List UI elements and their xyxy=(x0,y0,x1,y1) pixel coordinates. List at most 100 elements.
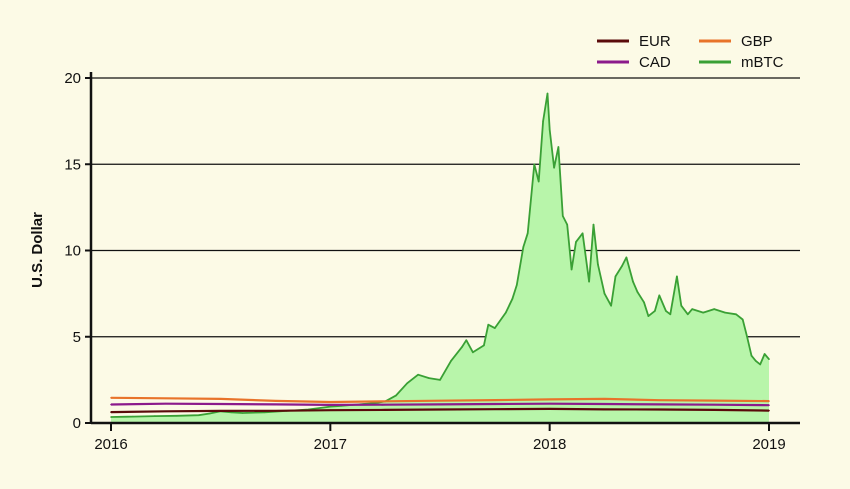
data-point-mbtc xyxy=(647,315,650,317)
data-point-mbtc xyxy=(562,215,564,217)
data-point-eur xyxy=(768,409,770,412)
data-point-cad xyxy=(713,403,715,406)
data-point-cad xyxy=(439,403,441,406)
series-group xyxy=(110,92,770,423)
data-point-mbtc xyxy=(505,311,507,314)
legend: EUR GBP CAD mBTC xyxy=(597,33,784,71)
data-point-mbtc xyxy=(597,263,599,266)
data-point-mbtc xyxy=(542,120,544,122)
data-point-mbtc xyxy=(680,304,683,307)
data-point-mbtc xyxy=(676,275,678,278)
y-tick-label: 20 xyxy=(64,70,81,87)
data-point-mbtc xyxy=(197,414,200,417)
data-point-mbtc xyxy=(621,265,623,267)
data-point-mbtc xyxy=(724,311,726,314)
data-point-mbtc xyxy=(755,360,757,362)
data-point-eur xyxy=(713,409,715,411)
data-point-gbp xyxy=(713,399,715,402)
data-point-mbtc xyxy=(557,146,560,148)
data-point-mbtc xyxy=(581,232,584,235)
data-point-eur xyxy=(494,408,496,411)
data-point-gbp xyxy=(329,401,332,403)
data-point-cad xyxy=(165,402,167,405)
axes xyxy=(89,72,800,425)
data-point-mbtc xyxy=(439,379,441,381)
data-point-eur xyxy=(329,409,332,412)
data-point-mbtc xyxy=(603,292,606,295)
y-tick-label: 0 xyxy=(73,415,81,432)
data-point-eur xyxy=(384,409,387,411)
data-point-cad xyxy=(329,404,332,406)
data-point-mbtc xyxy=(208,412,211,415)
data-point-mbtc xyxy=(548,129,551,131)
data-point-gbp xyxy=(439,399,441,402)
data-point-mbtc xyxy=(553,166,555,169)
data-point-mbtc xyxy=(658,294,661,297)
data-point-mbtc xyxy=(636,291,639,293)
data-point-mbtc xyxy=(687,313,689,316)
data-point-mbtc xyxy=(588,280,590,283)
data-point-mbtc xyxy=(329,405,332,408)
data-point-mbtc xyxy=(487,323,490,326)
data-point-eur xyxy=(274,410,277,412)
data-point-mbtc xyxy=(154,415,156,417)
x-tick-label: 2016 xyxy=(94,436,127,453)
data-point-mbtc xyxy=(746,336,748,338)
gridlines xyxy=(91,77,800,338)
data-point-mbtc xyxy=(526,232,529,235)
data-point-gbp xyxy=(494,399,496,401)
data-point-mbtc xyxy=(654,310,656,312)
data-point-gbp xyxy=(274,400,277,402)
data-point-gbp xyxy=(603,398,606,400)
y-tick-label: 10 xyxy=(64,243,81,260)
data-point-cad xyxy=(768,404,770,407)
legend-label-eur: EUR xyxy=(639,33,671,50)
data-point-gbp xyxy=(548,398,551,401)
legend-label-cad: CAD xyxy=(639,54,671,71)
data-point-mbtc xyxy=(465,339,468,342)
data-point-mbtc xyxy=(533,163,536,166)
data-point-mbtc xyxy=(450,360,452,362)
data-point-mbtc xyxy=(669,313,672,316)
data-point-mbtc xyxy=(483,344,485,347)
data-point-mbtc xyxy=(570,268,573,271)
data-point-mbtc xyxy=(132,415,134,418)
data-point-mbtc xyxy=(768,358,770,361)
data-point-mbtc xyxy=(494,327,496,329)
y-tick-label: 5 xyxy=(73,329,81,346)
data-point-mbtc xyxy=(750,354,753,357)
data-point-mbtc xyxy=(522,246,525,248)
data-point-eur xyxy=(548,408,551,410)
data-point-mbtc xyxy=(632,280,634,283)
data-point-cad xyxy=(219,403,222,405)
data-point-mbtc xyxy=(241,412,244,414)
data-point-gbp xyxy=(658,399,661,402)
y-tick-label: 15 xyxy=(64,156,81,173)
data-point-mbtc xyxy=(461,346,463,348)
y-ticks: 0 5 10 15 20 xyxy=(64,70,91,432)
data-point-eur xyxy=(165,410,167,413)
data-point-eur xyxy=(219,410,222,412)
data-point-mbtc xyxy=(735,313,737,316)
legend-item-cad: CAD xyxy=(597,54,671,71)
legend-item-eur: EUR xyxy=(597,33,671,50)
data-point-mbtc xyxy=(428,377,430,379)
data-point-cad xyxy=(603,403,606,405)
data-point-mbtc xyxy=(759,363,761,366)
data-point-mbtc xyxy=(537,180,540,183)
data-point-mbtc xyxy=(741,318,744,321)
legend-label-mbtc: mBTC xyxy=(741,54,784,71)
x-tick-label: 2018 xyxy=(533,436,566,453)
data-point-mbtc xyxy=(702,311,704,314)
data-point-cad xyxy=(384,403,387,406)
data-point-eur xyxy=(603,408,606,411)
data-point-mbtc xyxy=(691,308,693,310)
data-point-mbtc xyxy=(110,416,112,418)
y-axis-title: U.S. Dollar xyxy=(29,212,46,288)
data-point-mbtc xyxy=(406,382,408,385)
data-point-gbp xyxy=(165,397,167,400)
data-point-gbp xyxy=(768,400,770,402)
legend-item-mbtc: mBTC xyxy=(699,54,784,71)
data-point-mbtc xyxy=(566,223,568,226)
